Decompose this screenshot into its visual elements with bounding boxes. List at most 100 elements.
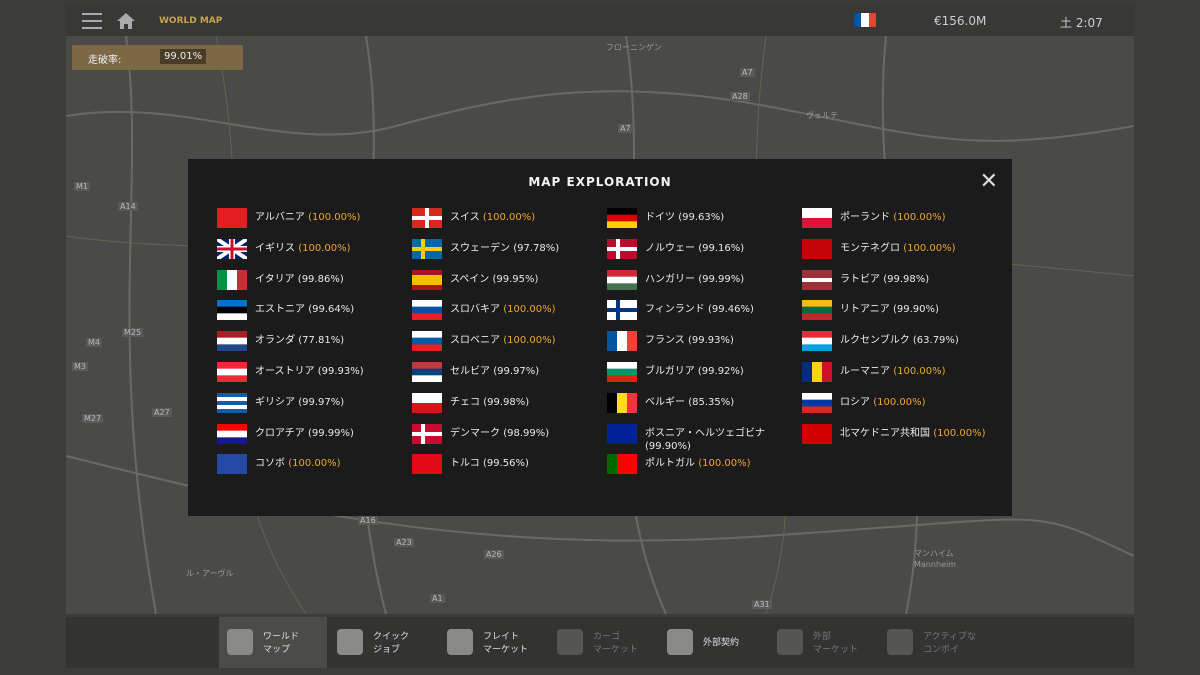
country-entry: ポーランド (100.00%) [802, 208, 1030, 228]
flag-part [607, 331, 618, 352]
flag-part [412, 454, 442, 475]
flag-part [627, 331, 637, 352]
country-percent: (99.56%) [483, 458, 529, 470]
country-entry: オーストリア (99.93%) [217, 362, 405, 382]
menu-tab[interactable]: ワールド マップ [219, 617, 327, 668]
menu-tab[interactable]: フレイト マーケット [439, 617, 547, 668]
country-text: ノルウェー (99.16%) [645, 242, 795, 255]
flag-part [607, 214, 637, 222]
country-name: ラトビア [840, 273, 880, 285]
country-name: イタリア [255, 273, 295, 285]
menu-tab: カーゴ マーケット [549, 617, 657, 668]
country-name: イギリス [255, 242, 295, 254]
flag-part [802, 331, 832, 339]
country-name: ボスニア・ヘルツェゴビナ [645, 427, 765, 439]
menu-label: ワールド マップ [263, 631, 299, 657]
country-flag [802, 269, 832, 290]
country-text: コソボ (100.00%) [255, 457, 405, 470]
country-name: アルバニア [255, 212, 305, 223]
menu-label: カーゴ マーケット [593, 631, 638, 657]
menu-tab: 外部 マーケット [769, 617, 877, 668]
country-name: ハンガリー [645, 273, 695, 285]
flag-part [802, 273, 832, 278]
top-bar: WORLD MAP €156.0M 土 2:07 [66, 5, 1134, 36]
country-flag [802, 208, 832, 228]
breadcrumb[interactable]: WORLD MAP [159, 16, 223, 26]
menu-label-line: クイック [373, 632, 410, 642]
country-entry: ルクセンブルク (63.79%) [802, 331, 1030, 352]
country-flag [802, 362, 832, 382]
country-entry: コソボ (100.00%) [217, 454, 405, 475]
country-name: 北マケドニア共和国 [840, 427, 930, 439]
country-entry: スウェーデン (97.78%) [412, 238, 600, 259]
badge-value: 99.01% [160, 49, 207, 64]
country-flag [607, 300, 637, 321]
exploration-badge[interactable]: 走破率: 99.01% [72, 45, 243, 70]
flag-part [217, 337, 247, 345]
flag-part [607, 392, 618, 413]
flag-part [217, 344, 247, 352]
menu-label-line: アクティブな [923, 632, 977, 642]
country-text: フランス (99.93%) [645, 334, 795, 347]
country-entry: オランダ (77.81%) [217, 331, 405, 352]
country-percent: (98.99%) [503, 427, 550, 439]
country-flag [802, 238, 832, 259]
menu-label-line: カーゴ [593, 632, 621, 642]
flag-part [412, 216, 442, 220]
country-text: モンテネグロ (100.00%) [840, 242, 1030, 255]
country-percent: (100.00%) [298, 242, 351, 254]
country-percent: (99.16%) [698, 242, 745, 254]
menu-tab[interactable]: クイック ジョブ [329, 617, 437, 668]
country-name: ベルギー [645, 396, 685, 408]
country-percent: (99.92%) [697, 366, 744, 377]
country-text: スウェーデン (97.78%) [450, 242, 600, 255]
menu-tab: アクティブな コンボイ [879, 617, 987, 668]
home-icon[interactable] [117, 13, 135, 29]
country-flag [607, 269, 637, 290]
flag-part [412, 274, 442, 280]
country-text: ラトビア (99.98%) [840, 273, 1030, 286]
country-name: ルクセンブルク [840, 335, 910, 347]
badge-label: 走破率: [88, 55, 122, 66]
menu-tab[interactable]: 外部契約 [659, 617, 767, 668]
country-text: アルバニア (100.00%) [255, 211, 405, 224]
country-text: ボスニア・ヘルツェゴビナ (99.90%) [645, 427, 795, 453]
menu-label: アクティブな コンボイ [923, 631, 976, 657]
country-entry: セルビア (99.97%) [412, 362, 600, 382]
flag-part [607, 368, 637, 376]
country-text: ルクセンブルク (63.79%) [840, 334, 1030, 347]
country-entry: デンマーク (98.99%) [412, 423, 600, 444]
menu-icon [777, 629, 803, 655]
country-percent: (99.95%) [492, 273, 539, 285]
flag-part [412, 362, 442, 369]
close-button[interactable]: ✕ [979, 169, 998, 194]
flag-part [607, 246, 637, 251]
country-entry: クロアチア (99.99%) [217, 423, 405, 444]
flag-part [412, 284, 442, 290]
country-entry: ロシア (100.00%) [802, 392, 1030, 413]
country-percent: (63.79%) [912, 335, 959, 347]
country-name: エストニア [255, 304, 305, 316]
map-label: ヴェルテ [806, 111, 838, 120]
flag-part [412, 431, 442, 436]
country-percent: (99.90%) [893, 304, 939, 316]
country-percent: (97.78%) [513, 242, 560, 254]
country-entry: スロベニア (100.00%) [412, 331, 600, 352]
flag-part [217, 423, 247, 431]
country-entry: モンテネグロ (100.00%) [802, 238, 1030, 259]
country-flag [412, 300, 442, 321]
country-flag [412, 423, 442, 444]
country-entry: チェコ (99.98%) [412, 392, 600, 413]
country-flag [217, 269, 247, 290]
country-percent: (99.90%) [645, 440, 691, 452]
menu-icon[interactable] [82, 12, 102, 30]
country-percent: (99.93%) [317, 366, 364, 377]
flag-part [227, 269, 238, 290]
game-time: 土 2:07 [1060, 16, 1103, 30]
country-text: ドイツ (99.63%) [645, 211, 795, 224]
country-flag [217, 454, 247, 475]
country-entry: ベルギー (85.35%) [607, 392, 795, 413]
country-name: リトアニア [840, 304, 890, 316]
flag-part [217, 404, 247, 410]
country-entry: トルコ (99.56%) [412, 454, 600, 475]
